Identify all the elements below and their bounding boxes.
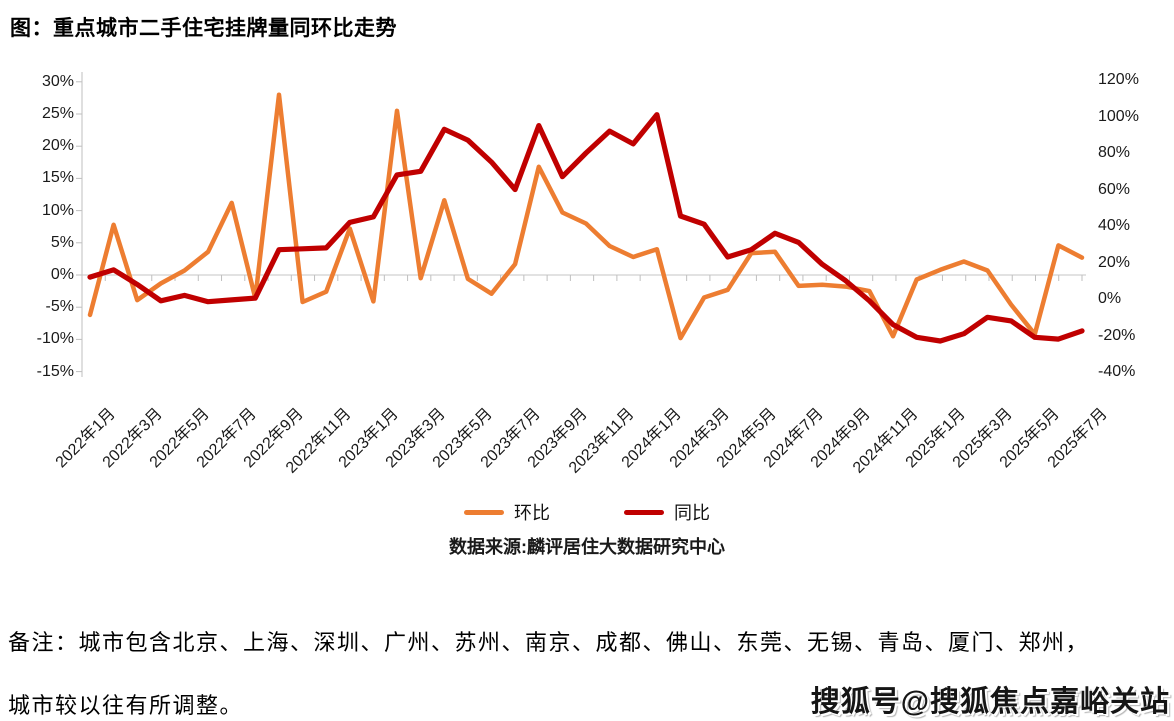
series-line-tongbi <box>87 112 1085 344</box>
right-axis-tick-label: -20% <box>1098 326 1136 344</box>
left-axis-tick-label: -10% <box>36 330 74 348</box>
left-axis-tick-label: 15% <box>41 169 74 187</box>
legend-item-huanbi: 环比 <box>464 499 550 525</box>
right-axis-tick-label: 80% <box>1098 144 1131 161</box>
right-axis-tick-label: 60% <box>1098 180 1131 198</box>
left-axis-tick-label: 20% <box>41 137 74 155</box>
left-axis-tick-label: -5% <box>45 298 74 316</box>
right-axis-tick-label: 20% <box>1098 253 1131 271</box>
tongbi-line-swatch-icon <box>624 509 664 515</box>
footnote-line-1: 备注：城市包含北京、上海、深圳、广州、苏州、南京、成都、佛山、东莞、无锡、青岛、… <box>8 630 1090 655</box>
legend-item-tongbi: 同比 <box>624 499 710 525</box>
left-axis-tick-label: 0% <box>50 266 74 283</box>
right-axis-tick-label: 100% <box>1098 107 1139 125</box>
data-source-caption: 数据来源:麟评居住大数据研究中心 <box>449 537 725 557</box>
left-axis-tick-label: 25% <box>41 105 74 122</box>
left-axis-tick-label: -15% <box>36 362 74 380</box>
left-axis-tick-label: 10% <box>41 201 74 219</box>
chart-title: 图：重点城市二手住宅挂牌量同环比走势 <box>10 17 397 40</box>
right-axis-tick-label: 120% <box>1098 71 1139 88</box>
legend-label-tongbi: 同比 <box>674 503 710 523</box>
chart-legend: 环比 同比 <box>0 499 1174 525</box>
footnote-line-2: 城市较以往有所调整。 <box>8 693 244 718</box>
line-chart-canvas <box>76 72 1086 377</box>
huanbi-line-swatch-icon <box>464 509 504 515</box>
legend-label-huanbi: 环比 <box>514 503 550 523</box>
right-axis-tick-label: 40% <box>1098 217 1131 234</box>
right-axis-tick-label: -40% <box>1098 363 1136 380</box>
watermark-text: 搜狐号@搜狐焦点嘉峪关站 <box>810 686 1170 718</box>
left-axis-tick-label: 30% <box>41 72 74 90</box>
right-axis-tick-label: 0% <box>1098 290 1122 307</box>
left-axis-tick-label: 5% <box>50 233 74 251</box>
